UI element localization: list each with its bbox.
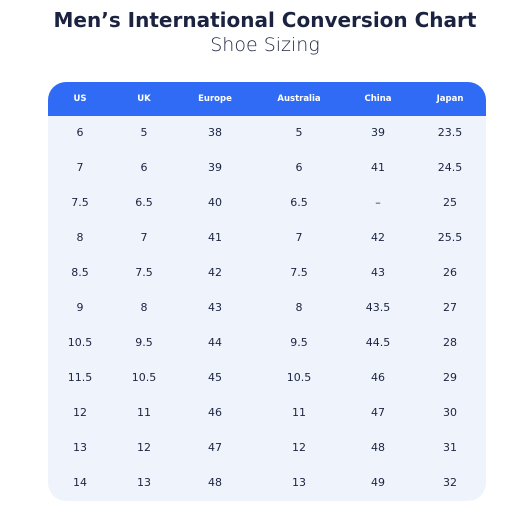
table-cell: 43 bbox=[208, 301, 222, 314]
table-cell: – bbox=[375, 196, 381, 209]
table-cell: 13 bbox=[73, 441, 87, 454]
table-cell: 28 bbox=[443, 336, 457, 349]
table-cell: 29 bbox=[443, 371, 457, 384]
column-header: Japan bbox=[436, 94, 464, 104]
table-cell: 48 bbox=[208, 476, 222, 489]
table-cell: 7.5 bbox=[71, 196, 89, 209]
table-cell: 49 bbox=[371, 476, 385, 489]
table-cell: 10.5 bbox=[131, 371, 157, 384]
table-cell: 6 bbox=[140, 161, 148, 174]
table-cell: 11.5 bbox=[67, 371, 93, 384]
table-cell: 13 bbox=[292, 476, 306, 489]
table-cell: 25.5 bbox=[437, 231, 463, 244]
table-cell: 12 bbox=[292, 441, 306, 454]
table-cell: 42 bbox=[208, 266, 222, 279]
table-cell: 7.5 bbox=[135, 266, 153, 279]
column-header: Europe bbox=[198, 94, 232, 104]
table-cell: 6 bbox=[295, 161, 303, 174]
table-header: US UK Europe Australia China Japan bbox=[48, 82, 486, 116]
table-cell: 25 bbox=[443, 196, 457, 209]
table-cell: 43.5 bbox=[365, 301, 391, 314]
table-cell: 46 bbox=[371, 371, 385, 384]
table-cell: 41 bbox=[371, 161, 385, 174]
table-cell: 6.5 bbox=[135, 196, 153, 209]
size-table: US UK Europe Australia China Japan 6 5 38 5 39 23.… bbox=[48, 82, 486, 501]
table-cell: 14 bbox=[73, 476, 87, 489]
table-cell: 9 bbox=[76, 301, 84, 314]
table-cell: 38 bbox=[208, 126, 222, 139]
table-cell: 8.5 bbox=[71, 266, 89, 279]
table-cell: 23.5 bbox=[437, 126, 463, 139]
table-cell: 5 bbox=[140, 126, 148, 139]
table-cell: 11 bbox=[137, 406, 151, 419]
table-cell: 11 bbox=[292, 406, 306, 419]
table-cell: 7 bbox=[295, 231, 303, 244]
table-cell: 47 bbox=[208, 441, 222, 454]
table-cell: 8 bbox=[76, 231, 84, 244]
column-header: Australia bbox=[277, 94, 321, 104]
table-cell: 39 bbox=[371, 126, 385, 139]
table-cell: 5 bbox=[295, 126, 303, 139]
table-cell: 9.5 bbox=[135, 336, 153, 349]
table-cell: 13 bbox=[137, 476, 151, 489]
table-cell: 26 bbox=[443, 266, 457, 279]
table-cell: 44.5 bbox=[365, 336, 391, 349]
table-cell: 12 bbox=[137, 441, 151, 454]
table-cell: 12 bbox=[73, 406, 87, 419]
column-header: China bbox=[364, 94, 392, 104]
table-cell: 27 bbox=[443, 301, 457, 314]
table-cell: 30 bbox=[443, 406, 457, 419]
table-cell: 7 bbox=[140, 231, 148, 244]
table-cell: 6.5 bbox=[290, 196, 308, 209]
table-cell: 10.5 bbox=[286, 371, 312, 384]
table-cell: 45 bbox=[208, 371, 222, 384]
table-cell: 7.5 bbox=[290, 266, 308, 279]
table-cell: 31 bbox=[443, 441, 457, 454]
table-cell: 32 bbox=[443, 476, 457, 489]
table-cell: 8 bbox=[140, 301, 148, 314]
table-cell: 42 bbox=[371, 231, 385, 244]
table-cell: 40 bbox=[208, 196, 222, 209]
table-cell: 39 bbox=[208, 161, 222, 174]
table-cell: 10.5 bbox=[67, 336, 93, 349]
table-cell: 46 bbox=[208, 406, 222, 419]
table-cell: 24.5 bbox=[437, 161, 463, 174]
subtitle: Shoe Sizing bbox=[210, 34, 320, 56]
table-cell: 44 bbox=[208, 336, 222, 349]
table-cell: 6 bbox=[76, 126, 84, 139]
table-cell: 7 bbox=[76, 161, 84, 174]
table-cell: 47 bbox=[371, 406, 385, 419]
table-cell: 9.5 bbox=[290, 336, 308, 349]
table-cell: 48 bbox=[371, 441, 385, 454]
column-header: US bbox=[73, 94, 87, 104]
table-cell: 43 bbox=[371, 266, 385, 279]
title: Men’s International Conversion Chart bbox=[53, 8, 477, 32]
table-cell: 8 bbox=[295, 301, 303, 314]
table-cell: 41 bbox=[208, 231, 222, 244]
column-header: UK bbox=[137, 94, 151, 104]
